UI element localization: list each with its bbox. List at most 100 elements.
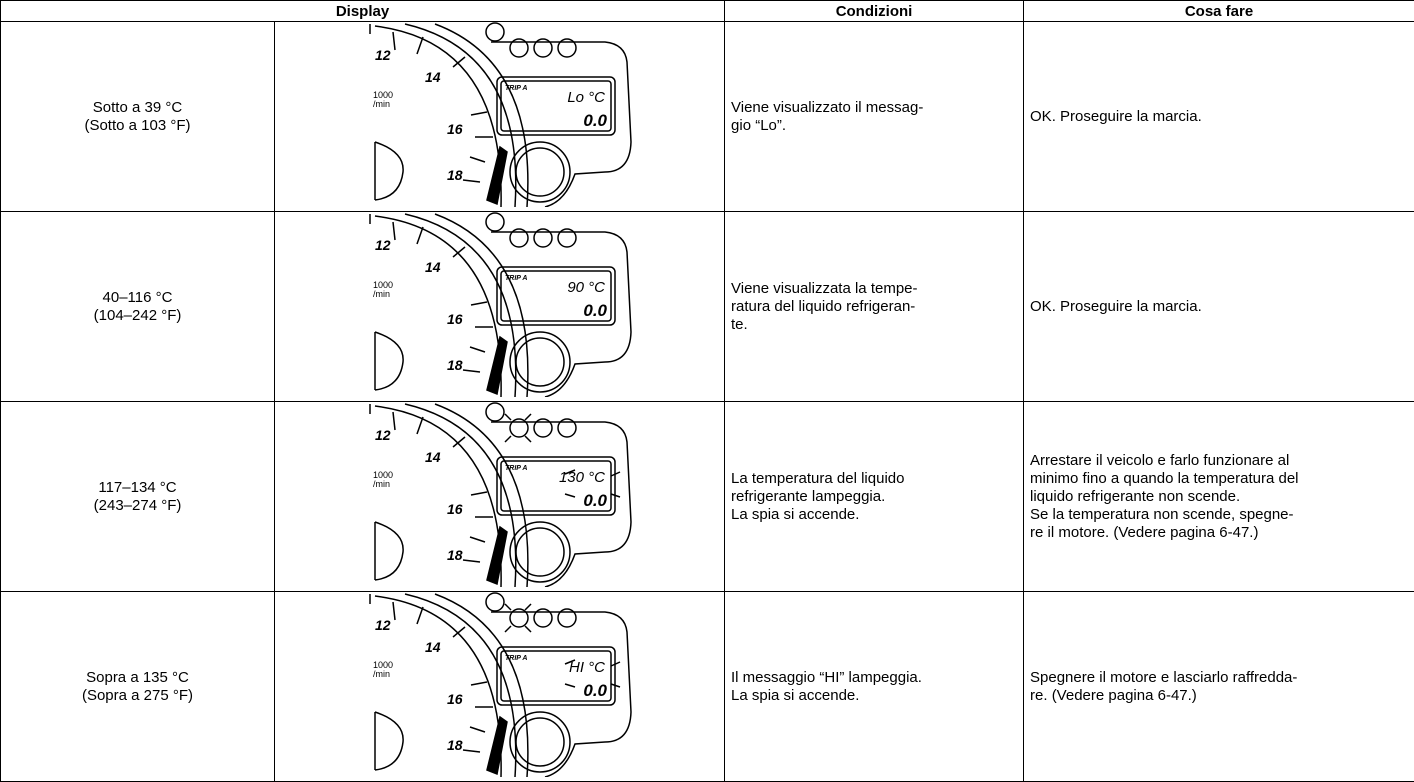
unit-label: /min xyxy=(373,99,390,109)
scale-label: 18 xyxy=(447,737,463,753)
flash-ray xyxy=(505,604,511,610)
trip-label: TRIP A xyxy=(505,275,527,282)
flash-ray xyxy=(525,414,531,420)
header-cell: Display xyxy=(1,1,725,22)
scale-label: 14 xyxy=(425,639,441,655)
trip-label: TRIP A xyxy=(505,465,527,472)
text-line: te. xyxy=(731,316,1023,334)
text-line: Arrestare il veicolo e farlo funzionare … xyxy=(1030,452,1414,470)
flash-ray xyxy=(525,436,531,442)
dial-tick xyxy=(393,222,395,240)
scale-label: 14 xyxy=(425,259,441,275)
lcd-reading: Lo °C xyxy=(567,89,605,106)
text-line: Viene visualizzato il messag- xyxy=(731,99,1023,117)
scale-label: 14 xyxy=(425,69,441,85)
dial-tick xyxy=(463,180,480,182)
needle xyxy=(375,142,403,200)
scale-label: 18 xyxy=(447,167,463,183)
action-cell: OK. Proseguire la marcia. xyxy=(1024,22,1414,212)
redzone xyxy=(487,337,507,394)
lcd-odometer: 0.0 xyxy=(583,491,607,510)
knob xyxy=(510,712,570,772)
text-line: (104–242 °F) xyxy=(1,307,274,325)
redzone xyxy=(487,527,507,584)
dial-tick xyxy=(393,32,395,50)
text-line: Sotto a 39 °C xyxy=(1,99,274,117)
knob xyxy=(516,338,564,386)
dial-tick xyxy=(463,560,480,562)
dial-tick xyxy=(453,57,465,67)
text-line: Sopra a 135 °C xyxy=(1,669,274,687)
flash-ray xyxy=(505,414,511,420)
text-line: (Sotto a 103 °F) xyxy=(1,117,274,135)
dial-tick xyxy=(470,727,485,732)
dial-tick xyxy=(463,370,480,372)
unit-label: /min xyxy=(373,669,390,679)
text-line: Viene visualizzata la tempe- xyxy=(731,280,1023,298)
text-line: minimo fino a quando la temperatura del xyxy=(1030,470,1414,488)
dial-tick xyxy=(417,607,423,624)
needle xyxy=(375,332,403,390)
needle xyxy=(375,712,403,770)
scale-label: 18 xyxy=(447,357,463,373)
redzone xyxy=(487,147,507,204)
text-line: 40–116 °C xyxy=(1,289,274,307)
action-cell: Arrestare il veicolo e farlo funzionare … xyxy=(1024,402,1414,592)
dial-tick xyxy=(470,347,485,352)
text-line: (243–274 °F) xyxy=(1,497,274,515)
text-line: refrigerante lampeggia. xyxy=(731,488,1023,506)
scale-label: 12 xyxy=(375,237,391,253)
dial-tick xyxy=(453,627,465,637)
text-line: (Sopra a 275 °F) xyxy=(1,687,274,705)
temperature-cell: 40–116 °C(104–242 °F) xyxy=(1,212,275,402)
knob xyxy=(516,718,564,766)
text-line: La temperatura del liquido xyxy=(731,470,1023,488)
lcd-reading: 90 °C xyxy=(567,279,605,296)
lcd-odometer: 0.0 xyxy=(583,681,607,700)
needle xyxy=(375,522,403,580)
scale-label: 18 xyxy=(447,547,463,563)
dial-tick xyxy=(471,682,487,685)
flash-ray xyxy=(505,626,511,632)
lcd-reading: 130 °C xyxy=(559,469,605,486)
scale-label: 16 xyxy=(447,501,463,517)
dial-tick xyxy=(463,750,480,752)
text-line: 117–134 °C xyxy=(1,479,274,497)
dial-tick xyxy=(417,417,423,434)
lcd-reading: HI °C xyxy=(569,659,605,676)
action-cell: Spegnere il motore e lasciarlo raffredda… xyxy=(1024,592,1414,782)
indicator-icon xyxy=(486,23,504,41)
text-line: ratura del liquido refrigeran- xyxy=(731,298,1023,316)
lcd-odometer: 0.0 xyxy=(583,301,607,320)
dial-tick xyxy=(417,37,423,54)
knob xyxy=(516,148,564,196)
header-row: Display Condizioni Cosa fare xyxy=(1,1,1414,22)
text-line: OK. Proseguire la marcia. xyxy=(1030,108,1414,126)
redzone xyxy=(487,717,507,774)
trip-label: TRIP A xyxy=(505,85,527,92)
scale-label: 12 xyxy=(375,617,391,633)
dial-tick xyxy=(471,492,487,495)
scale-label: 12 xyxy=(375,427,391,443)
trip-label: TRIP A xyxy=(505,655,527,662)
text-line: liquido refrigerante non scende. xyxy=(1030,488,1414,506)
text-line: Il messaggio “HI” lampeggia. xyxy=(731,669,1023,687)
text-line: La spia si accende. xyxy=(731,506,1023,524)
dial-tick xyxy=(393,412,395,430)
temperature-cell: Sopra a 135 °C(Sopra a 275 °F) xyxy=(1,592,275,782)
indicator-icon xyxy=(486,403,504,421)
header-cell: Cosa fare xyxy=(1024,1,1414,22)
flash-ray xyxy=(565,494,575,497)
